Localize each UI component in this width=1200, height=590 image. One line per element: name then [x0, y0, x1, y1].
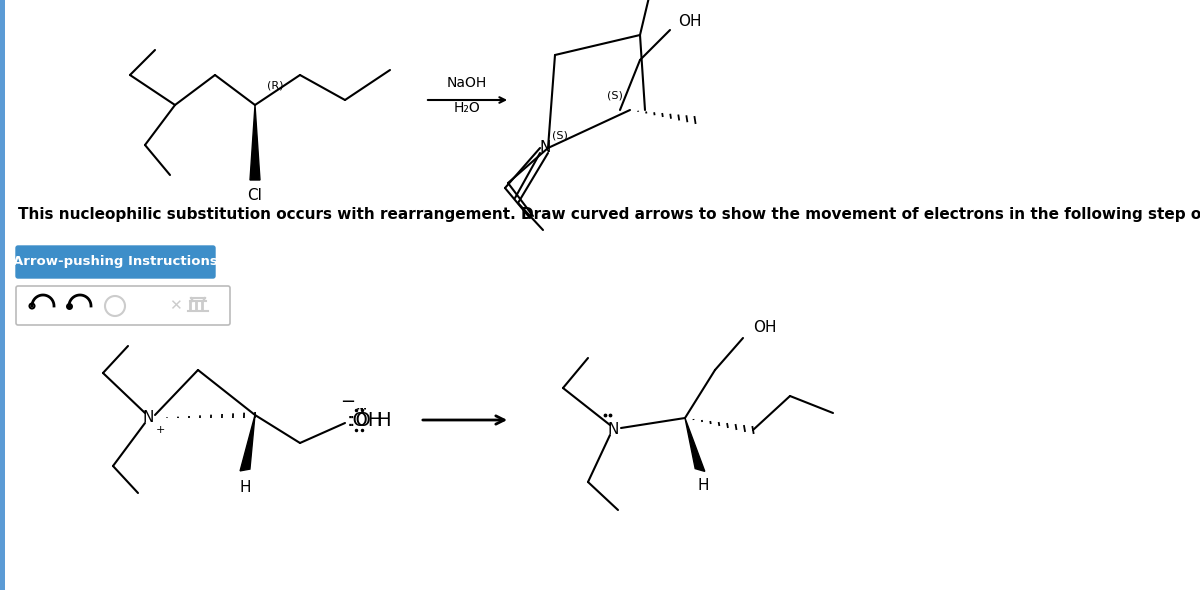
- Text: OH: OH: [754, 320, 776, 336]
- Text: NaOH: NaOH: [446, 76, 487, 90]
- Text: H: H: [697, 478, 709, 493]
- Text: OH: OH: [678, 15, 702, 30]
- Text: (R): (R): [266, 80, 283, 90]
- Text: N: N: [143, 411, 154, 425]
- Text: Arrow-pushing Instructions: Arrow-pushing Instructions: [13, 255, 218, 268]
- Text: H: H: [239, 480, 251, 494]
- Polygon shape: [240, 415, 256, 471]
- Text: −: −: [341, 393, 355, 411]
- Text: :ÖH: :ÖH: [347, 411, 383, 430]
- Text: Cl: Cl: [247, 188, 263, 202]
- FancyBboxPatch shape: [16, 246, 215, 278]
- Text: :Ö H: :Ö H: [349, 411, 391, 430]
- Text: ✕: ✕: [169, 299, 181, 313]
- Text: (S): (S): [552, 131, 568, 141]
- Polygon shape: [250, 105, 260, 180]
- Text: +: +: [155, 425, 164, 435]
- Bar: [0, 0, 5, 590]
- Text: This nucleophilic substitution occurs with rearrangement. Draw curved arrows to : This nucleophilic substitution occurs wi…: [18, 208, 1200, 222]
- Text: N: N: [539, 140, 551, 156]
- FancyBboxPatch shape: [16, 286, 230, 325]
- Polygon shape: [685, 418, 704, 471]
- Text: N: N: [607, 422, 619, 438]
- Text: H₂O: H₂O: [454, 101, 480, 115]
- Text: (S): (S): [607, 90, 623, 100]
